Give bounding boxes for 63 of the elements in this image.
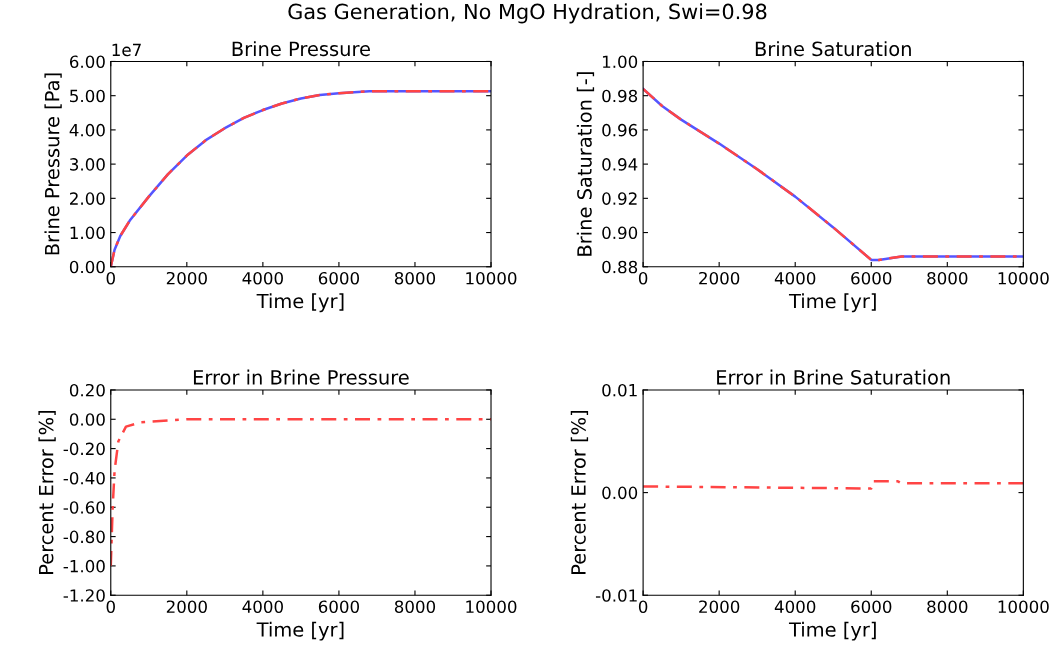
- y-axis-title: Brine Pressure [Pa]: [44, 73, 62, 255]
- y-tick-label: 0.88: [602, 260, 638, 274]
- x-tick-label: 6000: [851, 271, 892, 285]
- x-tick-label: 4000: [242, 600, 283, 613]
- x-tick-label: 8000: [927, 600, 968, 613]
- text: Gas Generation, No MgO Hydration, Swi=0.98: [288, 3, 767, 24]
- x-tick-label: 8000: [394, 271, 436, 285]
- x-tick-label: 0: [106, 600, 115, 613]
- y-axis-title: Brine Saturation [-]: [576, 72, 595, 256]
- x-tick-label: 6000: [851, 600, 892, 613]
- y-tick-label: -0.20: [63, 442, 105, 456]
- x-tick-label: 10000: [466, 271, 517, 285]
- x-tick-label: 10000: [466, 600, 517, 613]
- y-tick-label: 0.92: [602, 192, 637, 205]
- chart-title: Error in Brine Saturation: [717, 369, 950, 385]
- y-tick-label: -1.00: [63, 559, 105, 573]
- x-tick-label: 4000: [774, 271, 816, 285]
- chart-title: Error in Brine Pressure: [193, 369, 409, 385]
- x-tick-label: 10000: [998, 271, 1049, 285]
- y-tick-label: 6.00: [69, 55, 105, 69]
- x-axis-title: Time [yr]: [256, 293, 344, 313]
- y-tick-label: 0.94: [602, 158, 638, 171]
- y-tick-label: 1.00: [602, 55, 638, 69]
- y-axis-title: Percent Error [%]: [570, 410, 589, 574]
- x-tick-label: 2000: [699, 271, 740, 285]
- x-tick-label: 10000: [998, 600, 1049, 613]
- y-tick-label: 0.98: [602, 89, 638, 103]
- y-tick-label: 0.90: [602, 226, 638, 240]
- x-tick-label: 8000: [394, 600, 436, 613]
- x-tick-label: 4000: [774, 600, 816, 613]
- y-tick-label: 0.96: [602, 123, 638, 137]
- x-tick-label: 2000: [166, 600, 207, 613]
- x-tick-label: 6000: [318, 271, 360, 285]
- y-tick-label: 0.20: [69, 383, 105, 397]
- chart-title: Brine Saturation: [755, 41, 911, 57]
- x-tick-label: 8000: [927, 271, 968, 285]
- y-axis-title: Percent Error [%]: [38, 410, 56, 574]
- x-tick-label: 0: [106, 271, 115, 285]
- y-tick-label: 0.00: [69, 413, 105, 426]
- y-tick-label: 4.00: [69, 123, 105, 137]
- chart-title: Brine Pressure: [232, 41, 370, 57]
- x-tick-label: 4000: [242, 271, 283, 285]
- y-tick-label: 2.00: [70, 192, 105, 205]
- x-tick-label: 6000: [318, 600, 360, 613]
- x-axis-title: Time [yr]: [788, 621, 876, 641]
- x-axis-title: Time [yr]: [256, 621, 344, 641]
- y-tick-label: -0.60: [63, 501, 105, 514]
- text: 1e7: [112, 43, 141, 57]
- y-tick-label: 0.00: [602, 486, 638, 500]
- x-tick-label: 0: [638, 600, 648, 613]
- x-tick-label: 0: [638, 271, 648, 285]
- x-tick-label: 2000: [166, 271, 207, 285]
- y-tick-label: -0.80: [63, 530, 105, 544]
- y-tick-label: -0.40: [63, 471, 105, 485]
- y-tick-label: 0.00: [69, 260, 105, 274]
- y-tick-label: -1.20: [63, 589, 105, 602]
- y-tick-label: 3.00: [70, 158, 105, 171]
- y-tick-label: 0.01: [602, 383, 637, 397]
- y-tick-label: -0.01: [595, 589, 637, 602]
- x-tick-label: 2000: [699, 600, 740, 613]
- x-axis-title: Time [yr]: [788, 293, 876, 313]
- y-tick-label: 5.00: [70, 89, 105, 103]
- y-tick-label: 1.00: [70, 226, 105, 240]
